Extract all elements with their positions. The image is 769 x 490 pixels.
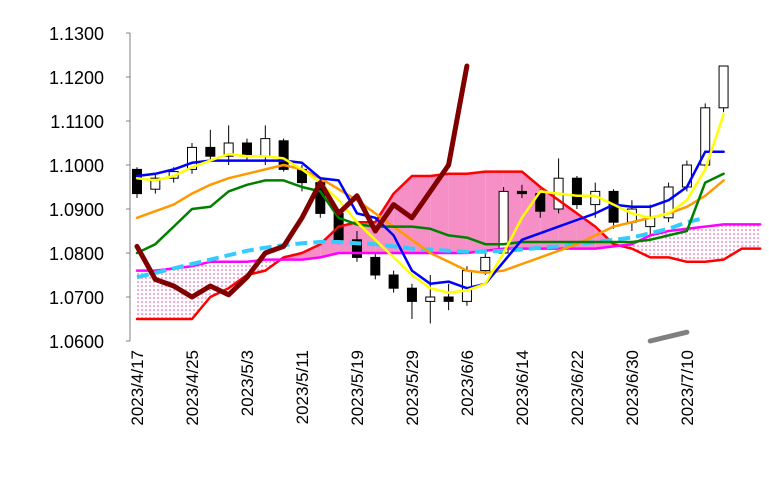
y-tick-label: 1.0600 [49,332,104,352]
series-line [135,172,725,255]
x-tick-label: 2023/6/22 [568,350,587,426]
series-line [136,215,706,280]
candle-body [241,142,252,157]
x-tick-label: 2023/5/19 [348,350,367,426]
series-line [134,63,470,300]
candle-body [205,146,216,157]
series-line [135,113,725,294]
cloud-segment [521,171,541,249]
x-tick-label: 2023/5/29 [403,350,422,426]
cloud-segment [448,173,467,253]
x-tick-label: 2023/4/17 [128,350,147,426]
candle-body [132,168,142,195]
candle-body [388,274,399,289]
series-line [647,329,690,344]
cloud-segment [705,224,724,262]
y-tick-label: 1.1300 [49,24,104,44]
candle-body [278,140,289,170]
series-line [135,170,762,321]
y-tick-label: 1.0900 [49,200,104,220]
x-tick-label: 2023/4/25 [183,350,202,426]
candle-body [351,239,362,258]
candle-body [150,177,161,190]
y-tick-label: 1.1000 [49,156,104,176]
candle-body [718,65,729,109]
cloud-segment [393,176,412,253]
y-tick-label: 1.0700 [49,288,104,308]
cloud-segment [576,213,596,249]
cloud-segment [686,226,706,262]
candle-body [700,107,711,166]
x-tick-label: 2023/5/3 [238,350,257,416]
x-tick-label: 2023/6/14 [513,350,532,426]
x-tick-label: 2023/6/30 [623,350,642,426]
cloud-segment [155,268,174,319]
series-line [135,150,725,290]
y-tick-label: 1.1200 [49,68,104,88]
cloud-segment [228,261,247,289]
y-tick-label: 1.1100 [50,112,104,132]
series-line [135,163,725,275]
cloud-segment [741,224,761,249]
x-tick-label: 2023/7/10 [678,350,697,426]
candle-body [406,287,417,302]
cloud-segment [466,171,486,253]
candle-body [480,256,491,272]
candle-body [260,138,271,157]
candle-body [571,177,582,206]
candle-body [370,256,381,276]
candle-body [443,296,454,302]
x-tick-label: 2023/6/6 [458,350,477,416]
candle-body [681,164,692,188]
series-line [135,223,762,272]
candle-body [425,296,436,302]
candle-body [516,190,527,195]
y-tick-label: 1.0800 [49,244,104,264]
cloud-segment [301,244,321,260]
cloud-segment [668,228,687,262]
cloud-segment [137,270,156,319]
x-tick-label: 2023/5/11 [293,350,312,424]
candle-body [223,142,234,157]
candle-body [186,146,197,170]
